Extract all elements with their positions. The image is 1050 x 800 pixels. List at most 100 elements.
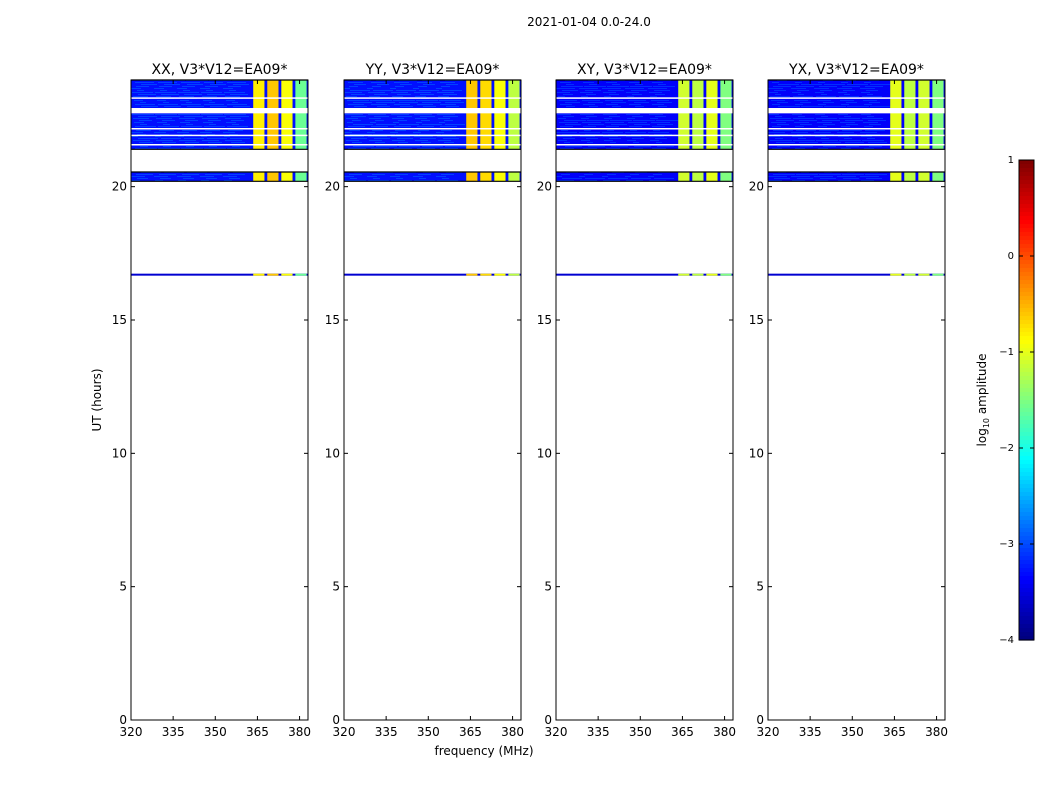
speckle [436, 132, 444, 133]
speckle [605, 100, 623, 101]
time-gap-4 [344, 144, 521, 146]
speckle [185, 142, 199, 143]
speckle [439, 100, 461, 101]
speckle [417, 82, 432, 83]
speckle [345, 114, 363, 115]
y-tick-label: 5 [544, 580, 552, 594]
speckle [655, 116, 666, 117]
speckle [228, 86, 241, 87]
speckle [353, 124, 373, 125]
colorbar-swatch [1019, 332, 1034, 337]
speckle [445, 102, 464, 103]
speckle [631, 134, 649, 135]
y-tick-label: 0 [544, 713, 552, 727]
speckle [821, 116, 828, 117]
speckle [444, 120, 453, 121]
speckle [393, 100, 415, 101]
rfi-channel-1 [480, 80, 492, 150]
speckle [200, 176, 214, 177]
colorbar-swatch [1019, 256, 1034, 261]
speckle [820, 134, 834, 135]
speckle [633, 142, 639, 143]
single-scan-rfi-0 [890, 273, 902, 276]
speckle [440, 104, 456, 105]
speckle [606, 104, 618, 105]
colorbar-swatch [1019, 188, 1034, 193]
speckle [608, 90, 624, 91]
speckle [583, 82, 594, 83]
speckle [612, 84, 620, 85]
speckle [178, 180, 186, 181]
speckle [582, 100, 600, 101]
speckle [580, 92, 593, 93]
data-block-0 [131, 172, 308, 182]
speckle [372, 130, 383, 131]
speckle [771, 122, 786, 123]
x-tick-label: 335 [799, 725, 822, 739]
speckle [180, 122, 190, 123]
speckle [397, 138, 413, 139]
speckle [155, 114, 177, 115]
speckle [442, 134, 464, 135]
colorbar-swatch [1019, 164, 1034, 169]
speckle [178, 136, 184, 137]
colorbar-swatch [1019, 604, 1034, 609]
speckle [394, 82, 409, 83]
speckle [376, 102, 395, 103]
colorbar-swatch [1019, 368, 1034, 373]
speckle [625, 176, 631, 177]
speckle [609, 94, 619, 95]
speckle [776, 120, 794, 121]
speckle [206, 90, 213, 91]
speckle [229, 178, 240, 179]
speckle [658, 84, 666, 85]
speckle [562, 178, 582, 179]
single-scan-rfi-3 [932, 273, 944, 276]
speckle [163, 124, 170, 125]
y-tick-label: 5 [332, 580, 340, 594]
speckle [586, 138, 598, 139]
speckle [375, 120, 384, 121]
speckle [177, 132, 189, 133]
colorbar-swatch [1019, 620, 1034, 625]
colorbar-swatch [1019, 608, 1034, 613]
speckle [229, 90, 236, 91]
speckle [420, 116, 435, 117]
speckle [588, 124, 604, 125]
speckle [395, 130, 406, 131]
speckle [344, 176, 354, 177]
rfi-channel-0 [253, 172, 265, 182]
speckle [557, 92, 570, 93]
speckle [369, 96, 380, 97]
colorbar-swatch [1019, 600, 1034, 605]
speckle [822, 120, 840, 121]
speckle [579, 88, 598, 89]
speckle [400, 106, 413, 107]
colorbar-swatch [1019, 292, 1034, 297]
speckle [819, 130, 839, 131]
speckle [560, 126, 573, 127]
panel-title: YY, V3*V12=EA09* [365, 62, 500, 78]
speckle [163, 146, 171, 147]
speckle [566, 84, 574, 85]
speckle [865, 86, 883, 87]
speckle [652, 148, 666, 149]
x-tick-label: 380 [925, 725, 948, 739]
speckle [775, 94, 781, 95]
y-tick-label: 20 [325, 180, 340, 194]
colorbar-swatch [1019, 376, 1034, 381]
colorbar-swatch [1019, 268, 1034, 273]
speckle [390, 132, 398, 133]
speckle [440, 82, 455, 83]
speckle [837, 176, 856, 177]
colorbar-swatch [1019, 584, 1034, 589]
speckle [135, 126, 156, 127]
speckle [370, 122, 376, 123]
colorbar-swatch [1019, 260, 1034, 265]
speckle [350, 90, 370, 91]
speckle [583, 148, 597, 149]
speckle [138, 94, 156, 95]
speckle [775, 138, 783, 139]
speckle [206, 134, 215, 135]
speckle [648, 176, 654, 177]
